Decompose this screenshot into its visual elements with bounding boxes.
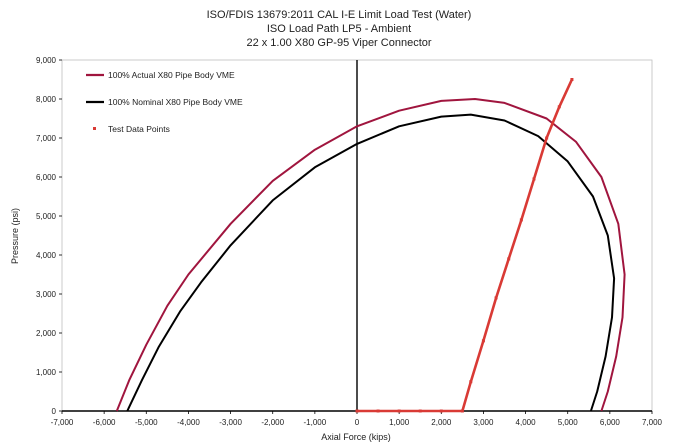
legend-swatch-test-data <box>93 127 96 130</box>
series-trace-test-data-points <box>357 78 574 413</box>
chart-title-line-1: ISO/FDIS 13679:2011 CAL I-E Limit Load T… <box>207 9 472 21</box>
y-tick-label: 1,000 <box>36 368 57 377</box>
data-point-test-data-points <box>355 409 359 413</box>
y-tick-label: 3,000 <box>36 290 57 299</box>
data-point-test-data-points <box>469 380 473 384</box>
y-tick-label: 2,000 <box>36 329 57 338</box>
x-tick-label: 1,000 <box>389 418 410 427</box>
x-tick-label: -6,000 <box>93 418 116 427</box>
chart-titles: ISO/FDIS 13679:2011 CAL I-E Limit Load T… <box>207 9 472 49</box>
data-point-test-data-points <box>545 136 549 140</box>
x-tick-label: 6,000 <box>600 418 621 427</box>
chart-legend: 100% Actual X80 Pipe Body VME 100% Nomin… <box>86 70 243 134</box>
x-tick-label: -4,000 <box>177 418 200 427</box>
data-point-test-data-points <box>519 218 523 222</box>
y-tick-label: 6,000 <box>36 173 57 182</box>
x-tick-label: 3,000 <box>473 418 494 427</box>
x-tick-label: 4,000 <box>516 418 537 427</box>
series-line-100-nominal-x80-pipe-body-vme <box>126 113 616 412</box>
data-point-test-data-points <box>376 409 380 413</box>
x-tick-label: -5,000 <box>135 418 158 427</box>
x-tick-label: -3,000 <box>219 418 242 427</box>
y-axis-ticks: 0 1,000 2,000 3,000 4,000 5,000 6,000 7,000 8,00… <box>36 56 62 416</box>
legend-label-nominal-vme: 100% Nominal X80 Pipe Body VME <box>108 97 243 107</box>
data-point-test-data-points <box>570 78 574 81</box>
x-tick-label: 5,000 <box>558 418 579 427</box>
data-point-test-data-points <box>494 296 498 300</box>
chart-title-line-2: ISO Load Path LP5 - Ambient <box>267 23 411 35</box>
data-point-test-data-points <box>397 409 401 413</box>
data-point-test-data-points <box>418 409 422 413</box>
y-tick-label: 0 <box>52 407 57 416</box>
data-point-test-data-points <box>460 409 464 413</box>
series-line-100-actual-x80-pipe-body-vme <box>115 98 626 412</box>
data-point-test-data-points <box>481 339 485 343</box>
x-tick-label: 2,000 <box>431 418 452 427</box>
y-tick-label: 4,000 <box>36 251 57 260</box>
x-axis-ticks: -7,000 -6,000 -5,000 -4,000 -3,000 -2,000 -1,0… <box>51 411 663 427</box>
chart-title-line-3: 22 x 1.00 X80 GP-95 Viper Connector <box>246 37 431 49</box>
y-tick-label: 5,000 <box>36 212 57 221</box>
y-tick-label: 9,000 <box>36 56 57 65</box>
data-point-test-data-points <box>507 257 511 261</box>
data-point-test-data-points <box>439 409 443 413</box>
legend-label-test-data: Test Data Points <box>108 124 170 134</box>
x-tick-label: 0 <box>355 418 360 427</box>
x-tick-label: -7,000 <box>51 418 74 427</box>
plot-area <box>61 59 653 412</box>
series-layer <box>115 78 626 413</box>
x-tick-label: -1,000 <box>304 418 327 427</box>
data-point-test-data-points <box>557 105 561 109</box>
legend-label-actual-vme: 100% Actual X80 Pipe Body VME <box>108 70 235 80</box>
x-tick-label: -2,000 <box>261 418 284 427</box>
y-tick-label: 7,000 <box>36 134 57 143</box>
y-tick-label: 8,000 <box>36 95 57 104</box>
x-axis-title: Axial Force (kips) <box>321 432 391 442</box>
y-axis-title: Pressure (psi) <box>10 208 20 264</box>
x-tick-label: 7,000 <box>642 418 663 427</box>
data-point-test-data-points <box>532 177 536 181</box>
